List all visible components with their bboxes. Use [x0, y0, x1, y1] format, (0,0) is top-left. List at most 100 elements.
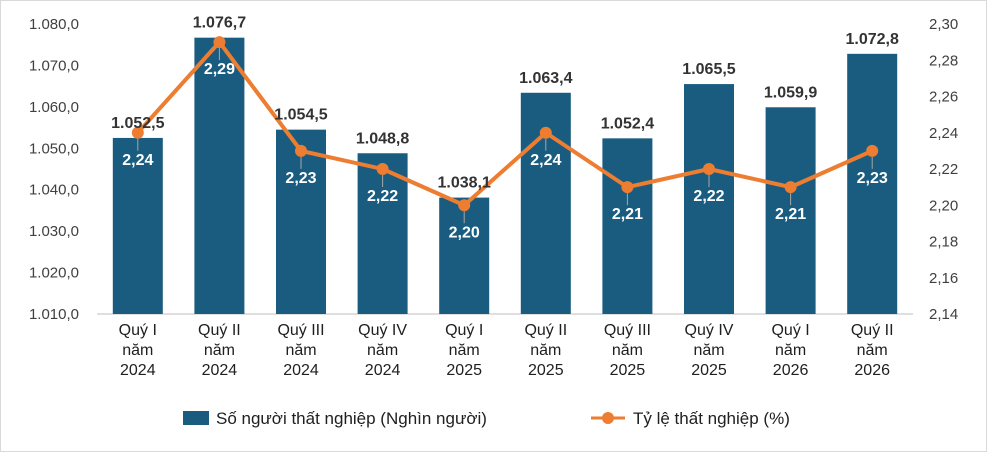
- axes: 1.010,0 1.020,0 1.030,0 1.040,0 1.050,0 1.060…: [29, 16, 958, 379]
- data-labels: 1.052,5 1.076,7 1.054,5 1.048,8 1.038,1 1.063…: [111, 15, 899, 242]
- left-axis-tick-label: 1.020,0: [29, 265, 79, 282]
- bar-value-label: 1.076,7: [193, 15, 246, 32]
- line-point: [131, 126, 144, 139]
- category-label-line: năm: [122, 342, 153, 359]
- bar-value-label: 1.072,8: [846, 31, 899, 48]
- left-axis-tick-label: 1.010,0: [29, 306, 79, 323]
- line-value-label: 2,23: [285, 170, 316, 187]
- line-value-label: 2,29: [204, 61, 235, 78]
- category-label-line: Quý IV: [685, 322, 734, 339]
- right-axis-tick-label: 2,28: [929, 52, 958, 69]
- line-value-label: 2,20: [449, 224, 480, 241]
- category-label-line: 2024: [283, 362, 319, 379]
- line-point: [866, 144, 879, 157]
- line-path: [136, 40, 874, 208]
- right-axis-tick-label: 2,24: [929, 125, 958, 142]
- left-axis-tick-label: 1.040,0: [29, 182, 79, 199]
- line-series: [131, 36, 879, 212]
- bar-value-label: 1.048,8: [356, 130, 409, 147]
- category-label-line: năm: [204, 342, 235, 359]
- line-point: [539, 126, 552, 139]
- right-axis-tick-label: 2,18: [929, 234, 958, 251]
- category-label: Quý II năm 2024: [198, 322, 241, 379]
- line-point: [213, 36, 226, 49]
- left-axis-tick-label: 1.070,0: [29, 57, 79, 74]
- category-label-line: 2025: [446, 362, 482, 379]
- line-point: [376, 163, 389, 175]
- bar-value-label: 1.059,9: [764, 84, 817, 101]
- legend: Số người thất nghiệp (Nghìn người) Tỷ lệ…: [183, 409, 790, 428]
- bar-value-label: 1.052,5: [111, 115, 164, 132]
- legend-line-marker: [602, 412, 614, 424]
- category-label-line: 2024: [202, 362, 238, 379]
- category-label-line: Quý II: [524, 322, 567, 339]
- line-point: [621, 181, 634, 194]
- category-label-line: Quý I: [445, 322, 483, 339]
- bars: [112, 37, 898, 315]
- bar: [847, 53, 898, 314]
- category-label-line: năm: [367, 342, 398, 359]
- category-label: Quý III năm 2025: [604, 322, 651, 379]
- bar-value-label: 1.054,5: [274, 107, 327, 124]
- line-point: [784, 181, 797, 194]
- category-label-line: Quý IV: [358, 322, 407, 339]
- bar-value-label: 1.065,5: [682, 61, 735, 78]
- left-axis-tick-label: 1.060,0: [29, 99, 79, 116]
- category-label-line: năm: [530, 342, 561, 359]
- legend-line-label: Tỷ lệ thất nghiệp (%): [633, 409, 790, 428]
- category-label-line: Quý II: [851, 322, 894, 339]
- category-label-line: năm: [612, 342, 643, 359]
- category-label-line: năm: [857, 342, 888, 359]
- category-label: Quý I năm 2025: [445, 322, 483, 379]
- category-label: Quý IV năm 2024: [358, 322, 407, 379]
- category-label-line: 2025: [610, 362, 646, 379]
- line-point: [703, 163, 715, 175]
- left-axis-tick-label: 1.050,0: [29, 140, 79, 157]
- category-label-line: Quý I: [771, 322, 809, 339]
- left-axis-tick-label: 1.030,0: [29, 223, 79, 240]
- category-label: Quý II năm 2026: [851, 322, 894, 379]
- category-label-line: 2025: [691, 362, 727, 379]
- bar: [684, 84, 734, 314]
- line-value-label: 2,21: [612, 206, 643, 223]
- bar: [112, 137, 163, 314]
- category-label-line: Quý III: [604, 322, 651, 339]
- category-label-line: 2024: [120, 362, 156, 379]
- legend-bar-label: Số người thất nghiệp (Nghìn người): [216, 409, 487, 428]
- category-label-line: Quý I: [119, 322, 157, 339]
- right-axis-tick-label: 2,30: [929, 16, 958, 33]
- line-value-label: 2,22: [367, 188, 398, 205]
- line-value-label: 2,24: [530, 152, 561, 169]
- bar: [765, 107, 816, 315]
- category-label-line: năm: [693, 342, 724, 359]
- category-label-line: 2026: [773, 362, 809, 379]
- line-point: [295, 144, 307, 157]
- category-label-line: năm: [775, 342, 806, 359]
- line-point: [458, 199, 471, 212]
- line-value-label: 2,24: [122, 152, 153, 169]
- category-label-line: 2025: [528, 362, 564, 379]
- category-label: Quý I năm 2026: [771, 322, 809, 379]
- category-label-line: Quý II: [198, 322, 241, 339]
- line-value-label: 2,21: [775, 206, 806, 223]
- category-label: Quý IV năm 2025: [685, 322, 734, 379]
- left-axis-tick-label: 1.080,0: [29, 16, 79, 33]
- bar: [602, 138, 653, 314]
- right-axis-tick-label: 2,26: [929, 89, 958, 106]
- bar-value-label: 1.038,1: [438, 175, 491, 192]
- right-axis-tick-label: 2,20: [929, 197, 958, 214]
- right-axis-tick-label: 2,22: [929, 161, 958, 178]
- category-label-line: 2024: [365, 362, 401, 379]
- line-value-label: 2,23: [857, 170, 888, 187]
- right-axis-tick-label: 2,14: [929, 306, 958, 323]
- category-label: Quý II năm 2025: [524, 322, 567, 379]
- category-label-line: 2026: [854, 362, 890, 379]
- category-label: Quý I năm 2024: [119, 322, 157, 379]
- line-value-label: 2,22: [693, 188, 724, 205]
- bar-value-label: 1.052,4: [601, 115, 654, 132]
- bar-value-label: 1.063,4: [519, 70, 572, 87]
- category-label-line: Quý III: [277, 322, 324, 339]
- category-label: Quý III năm 2024: [277, 322, 324, 379]
